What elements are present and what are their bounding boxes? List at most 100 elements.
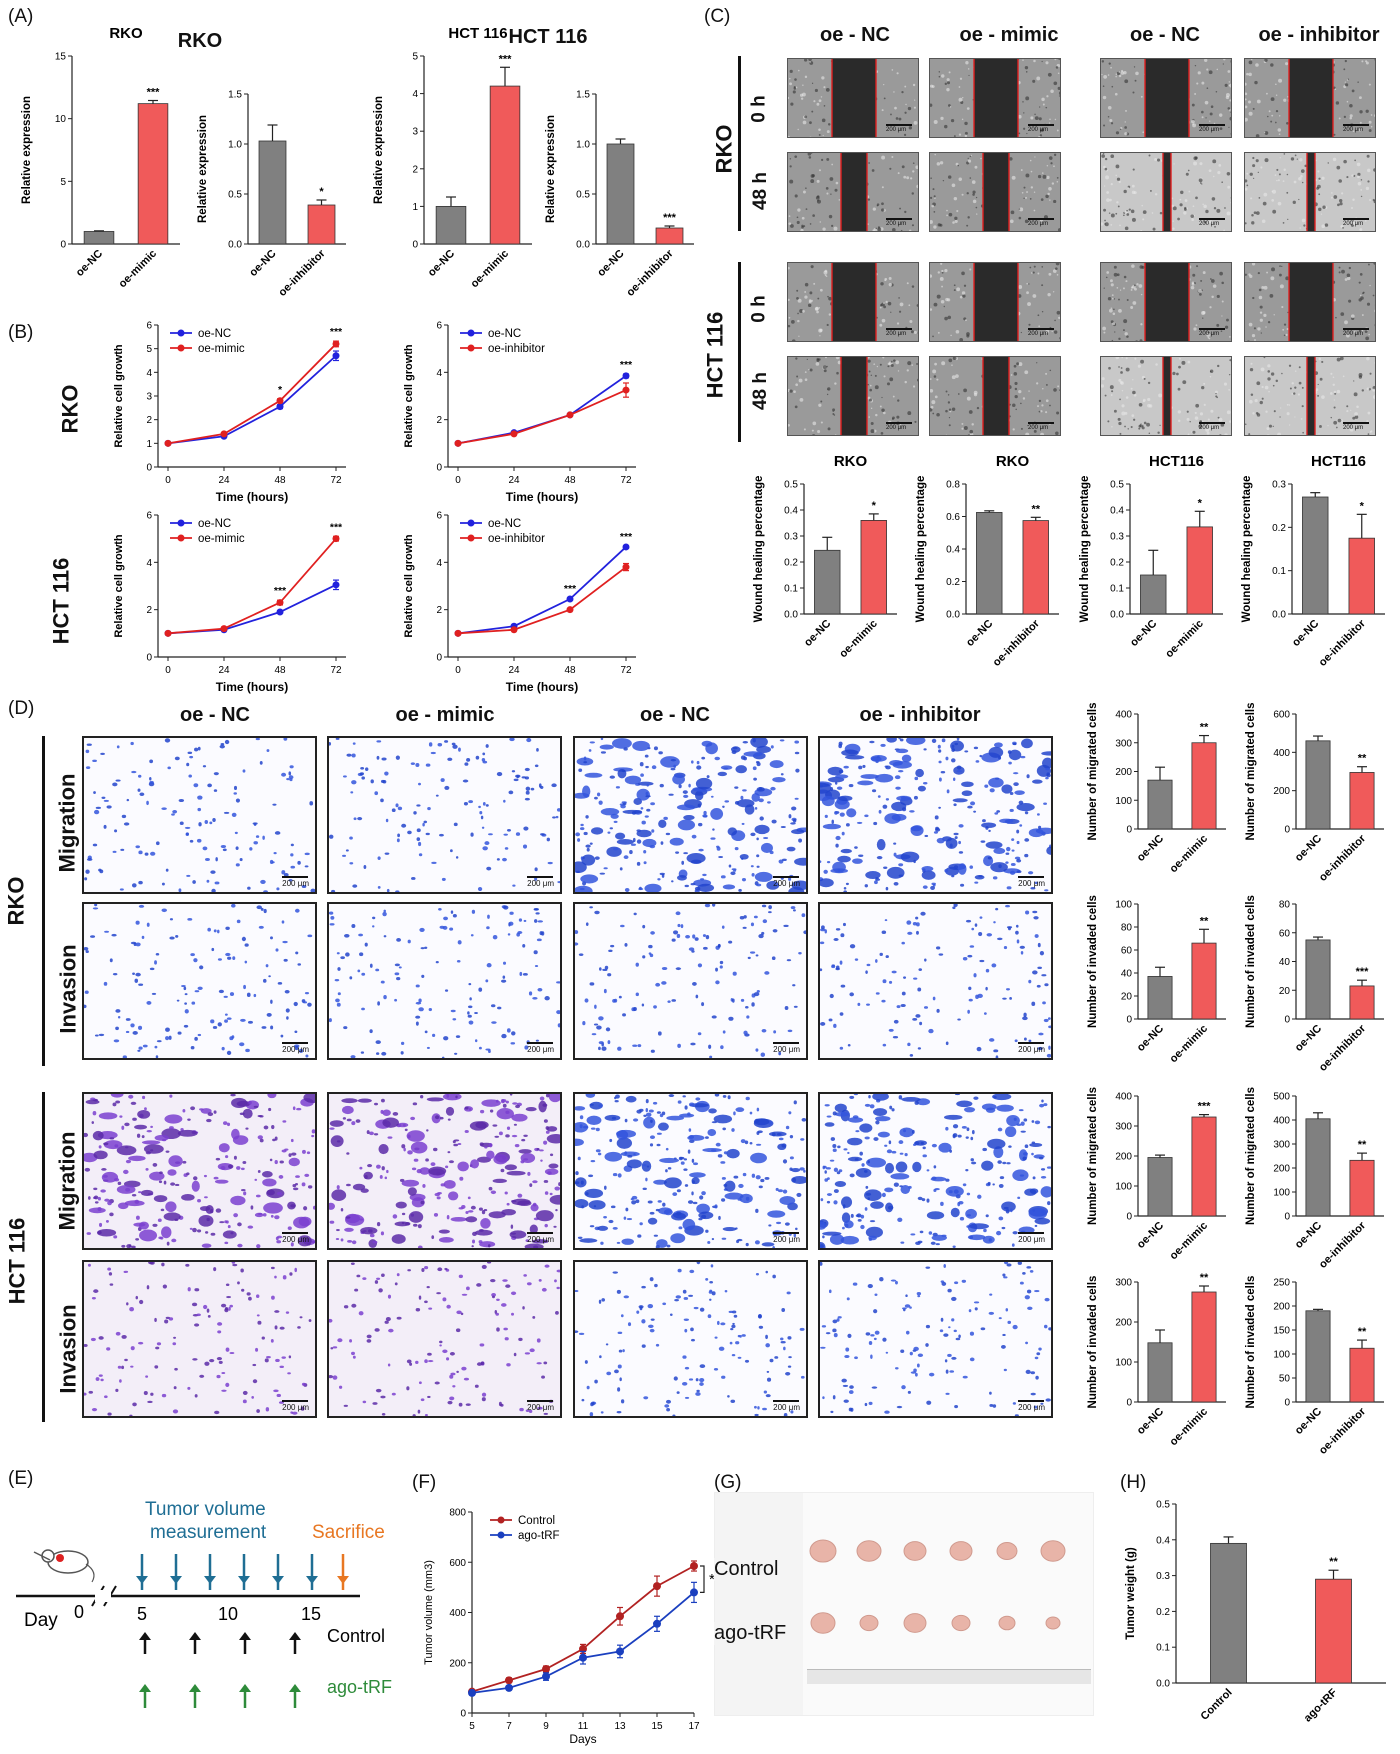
cell-speck bbox=[1125, 332, 1128, 335]
stained-cell bbox=[223, 1121, 227, 1125]
stained-cell bbox=[249, 847, 252, 851]
stained-cell bbox=[650, 1135, 655, 1139]
stained-cell bbox=[820, 860, 821, 863]
stained-cell bbox=[688, 1149, 691, 1153]
cell-speck bbox=[1286, 122, 1289, 125]
cell-speck bbox=[819, 335, 820, 336]
x-axis-label: Days bbox=[569, 1732, 596, 1746]
stained-cell bbox=[658, 1200, 662, 1203]
stained-cell bbox=[740, 854, 749, 860]
cell-speck bbox=[827, 394, 828, 395]
stained-cell bbox=[781, 1143, 786, 1147]
stained-cell bbox=[512, 1135, 517, 1137]
stained-cell bbox=[633, 1007, 637, 1011]
x-tick-label: 0 bbox=[165, 475, 171, 486]
y-tick-label: 1 bbox=[412, 202, 418, 213]
stained-cell bbox=[599, 800, 603, 804]
cell-speck bbox=[820, 329, 823, 332]
stained-cell bbox=[779, 1138, 784, 1141]
stained-cell bbox=[822, 796, 835, 806]
stained-cell bbox=[425, 1158, 429, 1161]
stained-cell bbox=[381, 1231, 384, 1235]
stained-cell bbox=[220, 745, 225, 749]
stained-cell bbox=[275, 831, 281, 835]
stained-cell bbox=[192, 1181, 200, 1192]
cell-speck bbox=[1331, 417, 1332, 418]
stained-cell bbox=[724, 1151, 728, 1154]
series-line-oe-inhibitor bbox=[458, 567, 626, 633]
stained-cell bbox=[614, 821, 618, 823]
stained-cell bbox=[877, 839, 886, 850]
stained-cell bbox=[957, 1018, 961, 1020]
stained-cell bbox=[1009, 750, 1021, 761]
stained-cell bbox=[875, 959, 878, 963]
cell-speck bbox=[1200, 182, 1202, 184]
stained-cell bbox=[211, 889, 215, 892]
cell-speck bbox=[1263, 314, 1266, 317]
cell-speck bbox=[798, 70, 800, 72]
stained-cell bbox=[505, 1134, 510, 1137]
cell-speck bbox=[1321, 395, 1325, 399]
stained-cell bbox=[453, 914, 457, 918]
cell-speck bbox=[1025, 173, 1029, 177]
cell-speck bbox=[930, 378, 932, 380]
cell-speck bbox=[930, 274, 932, 277]
stained-cell bbox=[676, 911, 681, 915]
stained-cell bbox=[237, 1222, 242, 1226]
stained-cell bbox=[821, 925, 825, 929]
stained-cell bbox=[1024, 838, 1029, 842]
cell-speck bbox=[1285, 62, 1288, 65]
stained-cell bbox=[457, 1143, 461, 1145]
stained-cell bbox=[514, 779, 519, 781]
y-tick-label: 60 bbox=[1121, 946, 1133, 957]
legend-marker bbox=[498, 1517, 505, 1524]
stained-cell bbox=[526, 787, 531, 791]
cell-speck bbox=[1371, 126, 1373, 128]
cell-speck bbox=[875, 375, 877, 377]
data-point bbox=[511, 430, 518, 437]
x-tick-label: oe-NC bbox=[1135, 1023, 1166, 1054]
stained-cell bbox=[207, 784, 212, 788]
cell-speck bbox=[1210, 410, 1213, 413]
stained-cell bbox=[349, 976, 352, 979]
stained-cell bbox=[381, 1099, 385, 1103]
cell-speck bbox=[971, 423, 973, 425]
stained-cell bbox=[715, 1094, 720, 1097]
stained-cell bbox=[650, 1120, 653, 1123]
cell-speck bbox=[818, 128, 821, 131]
y-tick-label: 2 bbox=[436, 605, 442, 616]
significance-mark: *** bbox=[330, 326, 343, 338]
y-tick-label: 0 bbox=[1284, 825, 1290, 836]
y-axis-label: Number of migrated cells bbox=[1087, 702, 1099, 840]
stained-cell bbox=[1024, 1037, 1027, 1040]
stained-cell bbox=[658, 820, 666, 828]
stained-cell bbox=[376, 740, 381, 742]
stained-cell bbox=[416, 985, 420, 988]
bar-oe-NC bbox=[1306, 741, 1330, 829]
cell-speck bbox=[1231, 197, 1232, 200]
cell-speck bbox=[1134, 66, 1135, 67]
stained-cell bbox=[728, 1017, 733, 1021]
stained-cell bbox=[519, 972, 522, 976]
stained-cell bbox=[773, 1030, 776, 1033]
stained-cell bbox=[505, 1164, 517, 1170]
stained-cell bbox=[450, 849, 453, 852]
legend-marker bbox=[468, 520, 475, 527]
cell-speck bbox=[788, 97, 789, 99]
cell-speck bbox=[1199, 178, 1203, 182]
wound-gap bbox=[841, 357, 867, 436]
cell-speck bbox=[1188, 434, 1190, 436]
stained-cell bbox=[942, 738, 946, 742]
stained-cell bbox=[501, 980, 506, 983]
stained-cell bbox=[977, 994, 983, 998]
cell-speck bbox=[1259, 289, 1262, 292]
stained-cell bbox=[121, 1126, 124, 1130]
y-tick-label: 150 bbox=[1273, 1326, 1290, 1337]
scale-bar: 200 μm bbox=[886, 328, 912, 337]
cell-speck bbox=[1124, 132, 1127, 135]
cell-speck bbox=[1113, 309, 1115, 311]
stained-cell bbox=[516, 933, 520, 937]
stained-cell bbox=[245, 1127, 248, 1129]
cell-speck bbox=[1025, 96, 1029, 100]
stained-cell bbox=[236, 798, 240, 802]
